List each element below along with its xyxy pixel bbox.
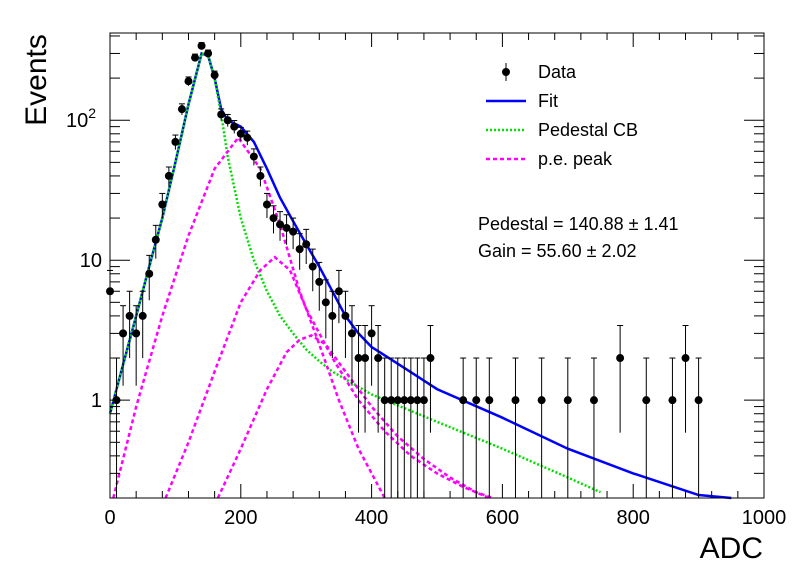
y-tick-label: 1 xyxy=(91,390,102,412)
data-point xyxy=(249,152,258,161)
pedestal-annotation: Pedestal = 140.88 ± 1.41 xyxy=(478,214,679,234)
data-point xyxy=(210,71,219,80)
series-pedestal-cb-line xyxy=(108,51,602,494)
data-point xyxy=(243,133,252,142)
legend-marker xyxy=(502,68,510,76)
data-point xyxy=(308,262,317,271)
data-point xyxy=(138,311,147,320)
data-point xyxy=(361,354,370,363)
data-point xyxy=(563,396,572,405)
y-axis: 1 10 102 xyxy=(66,35,764,499)
data-point xyxy=(459,396,468,405)
data-point xyxy=(145,269,154,278)
data-point xyxy=(354,354,363,363)
data-point xyxy=(681,354,690,363)
x-tick-label: 1000 xyxy=(742,507,787,529)
legend-item: p.e. peak xyxy=(486,149,613,169)
data-point xyxy=(400,396,409,405)
data-point xyxy=(236,129,245,138)
data-point xyxy=(125,311,134,320)
data-point xyxy=(197,41,206,50)
data-point xyxy=(184,77,193,86)
x-tick-label: 400 xyxy=(355,507,388,529)
data-point xyxy=(164,171,173,180)
data-point xyxy=(485,396,494,405)
data-point xyxy=(537,396,546,405)
y-tick-label: 102 xyxy=(66,105,96,132)
x-tick-label: 200 xyxy=(224,507,257,529)
data-point xyxy=(262,200,271,209)
y-axis-label: Events xyxy=(20,34,53,126)
data-point xyxy=(171,137,180,146)
y-tick-label: 10 xyxy=(80,250,102,272)
data-point xyxy=(393,396,402,405)
data-point xyxy=(230,122,239,131)
series-p-e-peak-3-line xyxy=(216,334,494,500)
data-point xyxy=(406,396,415,405)
data-point xyxy=(151,235,160,244)
data-point xyxy=(334,287,343,296)
data-point xyxy=(387,396,396,405)
curve-layer xyxy=(108,51,732,500)
data-point xyxy=(282,223,291,232)
data-point xyxy=(269,214,278,223)
gain-annotation: Gain = 55.60 ± 2.02 xyxy=(478,241,637,261)
data-point xyxy=(668,396,677,405)
legend: Data Fit Pedestal CB p.e. peak xyxy=(486,62,638,169)
legend-item: Data xyxy=(502,62,577,82)
data-point xyxy=(341,311,350,320)
data-point xyxy=(380,396,389,405)
data-point xyxy=(119,329,128,338)
data-point xyxy=(328,311,337,320)
data-point xyxy=(191,53,200,62)
data-point xyxy=(315,277,324,286)
data-point xyxy=(223,116,232,125)
x-tick-label: 0 xyxy=(104,507,115,529)
data-point xyxy=(321,298,330,307)
data-point xyxy=(426,354,435,363)
legend-label: Pedestal CB xyxy=(538,120,638,140)
data-point xyxy=(419,396,428,405)
series-p-e-peak-2-line xyxy=(164,255,490,500)
data-point xyxy=(374,354,383,363)
data-point xyxy=(132,329,141,338)
data-point xyxy=(302,240,311,249)
x-axis: 0 200 400 600 800 1000 xyxy=(104,33,786,529)
legend-label: Data xyxy=(538,62,577,82)
data-point xyxy=(295,245,304,254)
data-point xyxy=(694,396,703,405)
legend-item: Pedestal CB xyxy=(486,120,638,140)
data-point xyxy=(217,110,226,119)
data-point xyxy=(276,220,285,229)
data-point xyxy=(413,396,422,405)
data-point xyxy=(616,354,625,363)
x-tick-label: 800 xyxy=(617,507,650,529)
data-point xyxy=(204,49,213,58)
legend-label: Fit xyxy=(538,91,558,111)
x-tick-label: 600 xyxy=(486,507,519,529)
data-point xyxy=(256,171,265,180)
data-point xyxy=(347,329,356,338)
legend-item: Fit xyxy=(486,91,558,111)
data-points-layer xyxy=(106,41,703,498)
data-point xyxy=(511,396,520,405)
x-axis-label: ADC xyxy=(700,532,763,565)
data-point xyxy=(289,227,298,236)
data-point xyxy=(642,396,651,405)
data-point xyxy=(158,200,167,209)
legend-label: p.e. peak xyxy=(538,149,613,169)
series-fit-line xyxy=(108,51,732,500)
data-point xyxy=(589,396,598,405)
data-point xyxy=(177,105,186,114)
plot-frame xyxy=(109,32,765,499)
data-point xyxy=(472,396,481,405)
data-point xyxy=(367,329,376,338)
